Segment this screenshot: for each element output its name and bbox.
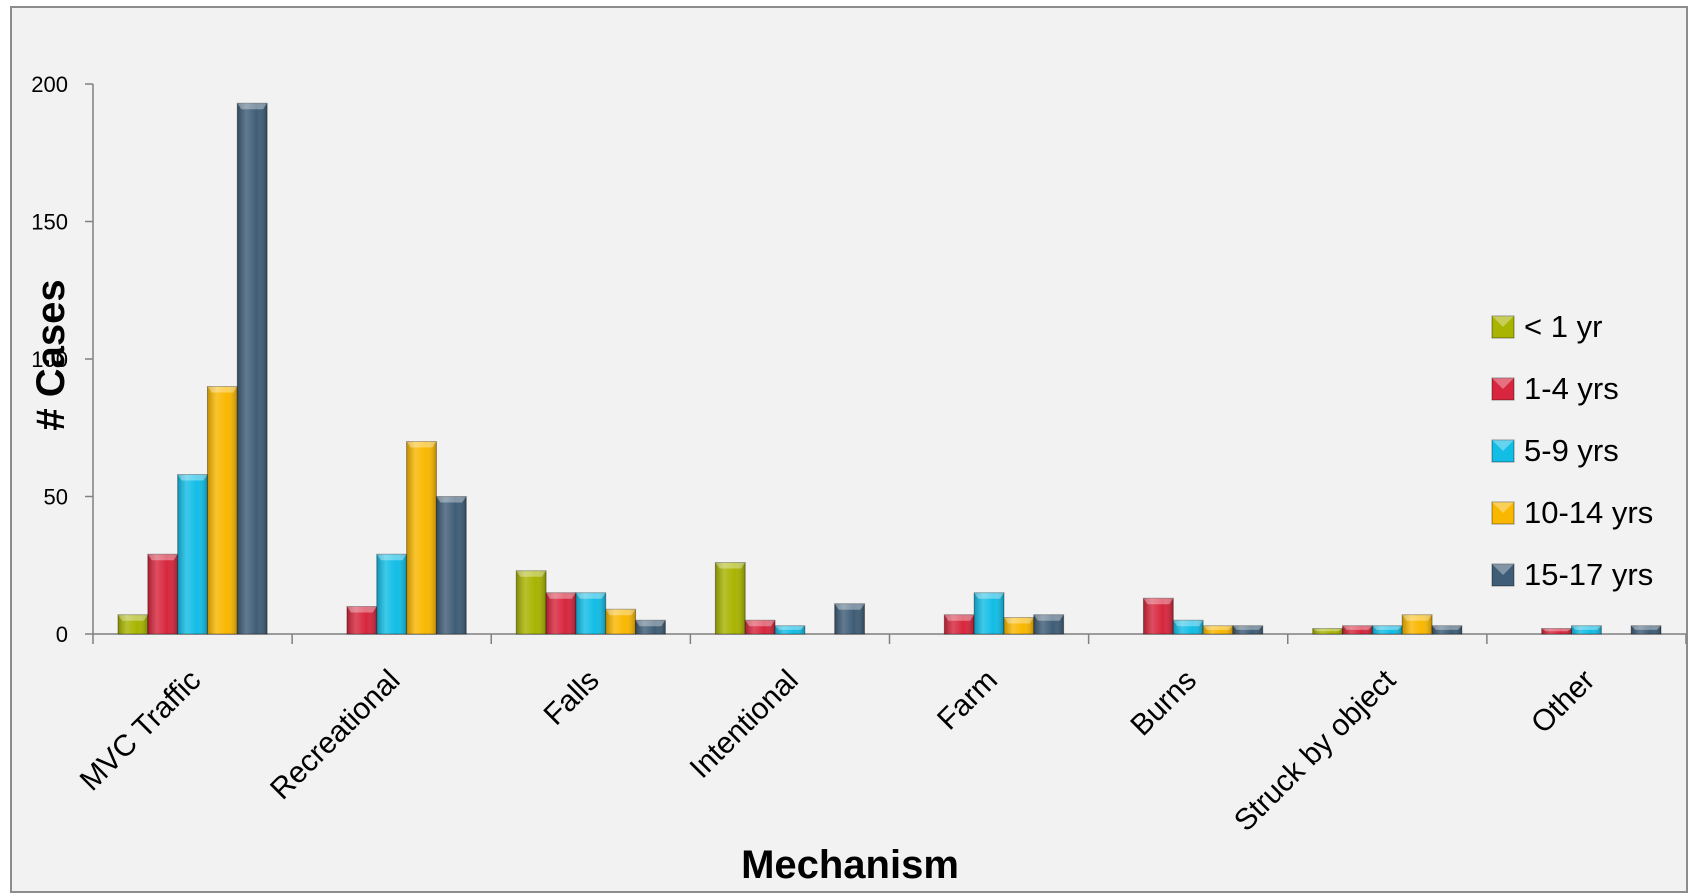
legend-item: < 1 yr bbox=[1491, 309, 1602, 344]
bar bbox=[774, 625, 806, 635]
bar bbox=[117, 614, 149, 635]
bar bbox=[515, 570, 547, 635]
bar bbox=[1541, 628, 1573, 635]
legend-label: 10-14 yrs bbox=[1524, 495, 1653, 530]
bar bbox=[206, 386, 238, 635]
y-tick-label: 200 bbox=[31, 72, 68, 97]
legend: < 1 yr 1-4 yrs 5-9 yrs 10-14 yrs 15-17 yrs bbox=[1491, 309, 1653, 592]
x-category-label: MVC Traffic bbox=[74, 664, 208, 798]
legend-item: 10-14 yrs bbox=[1491, 495, 1653, 530]
y-tick-label: 50 bbox=[44, 485, 68, 510]
x-axis-title: Mechanism bbox=[741, 843, 959, 887]
bar bbox=[545, 592, 577, 635]
x-category-label: Farm bbox=[931, 664, 1004, 737]
bar bbox=[1003, 617, 1035, 635]
bar bbox=[973, 592, 1005, 635]
bar bbox=[834, 603, 865, 635]
bar bbox=[1342, 625, 1373, 635]
bar bbox=[1033, 614, 1065, 635]
bar bbox=[1312, 628, 1344, 635]
y-axis-title: # Cases bbox=[29, 279, 73, 430]
bar bbox=[1172, 619, 1204, 635]
bar bbox=[1630, 625, 1662, 635]
y-ticks: 0 50 100 150 200 bbox=[31, 72, 93, 647]
bars bbox=[117, 102, 1662, 635]
bar bbox=[744, 619, 776, 635]
legend-item: 15-17 yrs bbox=[1491, 557, 1653, 592]
legend-label: 1-4 yrs bbox=[1524, 371, 1619, 406]
x-category-label: Burns bbox=[1124, 664, 1203, 743]
legend-swatch bbox=[1491, 563, 1515, 587]
bar bbox=[943, 614, 975, 635]
bar bbox=[147, 553, 179, 635]
plot-axes bbox=[92, 84, 1686, 635]
bar bbox=[376, 553, 408, 635]
bar bbox=[1142, 597, 1174, 635]
chart-area bbox=[10, 6, 1688, 893]
legend-item: 1-4 yrs bbox=[1491, 371, 1619, 406]
x-category-label: Falls bbox=[538, 664, 606, 732]
x-category-label: Other bbox=[1525, 664, 1601, 740]
bar bbox=[575, 592, 607, 635]
bar bbox=[236, 102, 268, 635]
bar bbox=[1202, 625, 1234, 635]
bar bbox=[605, 608, 637, 635]
legend-label: 15-17 yrs bbox=[1524, 557, 1653, 592]
legend-swatch bbox=[1491, 315, 1515, 339]
x-category-label: Intentional bbox=[684, 664, 805, 785]
legend-swatch bbox=[1491, 377, 1515, 401]
legend-label: 5-9 yrs bbox=[1524, 433, 1619, 468]
bar bbox=[714, 562, 746, 635]
bar bbox=[635, 619, 666, 635]
bar bbox=[1571, 625, 1602, 635]
y-tick-label: 100 bbox=[31, 347, 68, 372]
x-category-label: Recreational bbox=[264, 664, 406, 806]
category-labels: MVC Traffic Recreational Falls Intentional F… bbox=[74, 663, 1602, 838]
bar bbox=[1431, 625, 1463, 635]
y-tick-label: 0 bbox=[56, 622, 68, 647]
legend-swatch bbox=[1491, 501, 1515, 525]
y-tick-label: 150 bbox=[31, 210, 68, 235]
legend-swatch bbox=[1491, 439, 1515, 463]
bar bbox=[1232, 625, 1264, 635]
bar bbox=[1401, 614, 1433, 635]
bar bbox=[177, 474, 208, 635]
legend-label: < 1 yr bbox=[1524, 309, 1602, 344]
bar bbox=[1371, 625, 1403, 635]
bar bbox=[435, 496, 467, 635]
x-category-label: Struck by object bbox=[1228, 663, 1403, 838]
x-ticks bbox=[92, 634, 1687, 644]
bar bbox=[406, 441, 437, 635]
bar bbox=[346, 606, 378, 635]
legend-item: 5-9 yrs bbox=[1491, 433, 1619, 468]
